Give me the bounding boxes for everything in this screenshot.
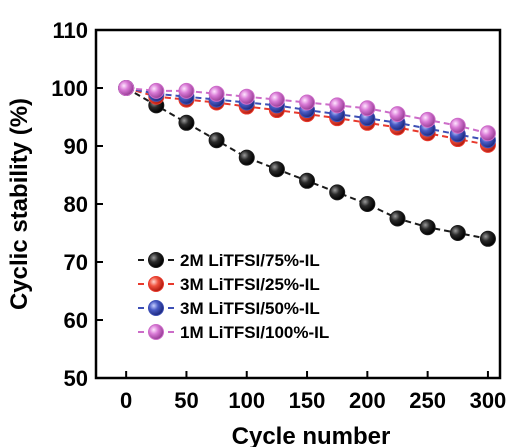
legend-item: 3M LiTFSI/50%-IL xyxy=(138,299,320,318)
data-point xyxy=(238,88,255,105)
x-tick-label: 300 xyxy=(470,388,507,413)
data-point xyxy=(268,91,285,108)
legend: 2M LiTFSI/75%-IL 3M LiTFSI/25%-IL 3M LiTFS… xyxy=(138,251,329,342)
legend-item: 2M LiTFSI/75%-IL xyxy=(138,251,320,270)
data-point xyxy=(389,210,406,227)
legend-marker xyxy=(148,300,164,316)
legend-label: 3M LiTFSI/50%-IL xyxy=(180,299,320,318)
data-point xyxy=(178,82,195,99)
y-tick-label: 50 xyxy=(64,366,88,391)
legend-marker xyxy=(148,324,164,340)
data-point xyxy=(419,111,436,128)
data-point xyxy=(449,117,466,134)
data-point xyxy=(178,114,195,131)
x-tick-label: 150 xyxy=(289,388,326,413)
data-point xyxy=(419,219,436,236)
legend-label: 1M LiTFSI/100%-IL xyxy=(180,323,329,342)
y-tick-label: 110 xyxy=(53,18,89,43)
data-point xyxy=(148,82,165,99)
data-point xyxy=(299,172,316,189)
legend-label: 2M LiTFSI/75%-IL xyxy=(180,251,320,270)
data-point xyxy=(329,97,346,114)
data-point xyxy=(389,106,406,123)
series-layer xyxy=(118,80,496,247)
legend-label: 3M LiTFSI/25%-IL xyxy=(180,275,320,294)
series-1 xyxy=(118,80,496,247)
y-axis-title: Cyclic stability (%) xyxy=(6,98,33,310)
y-tick-label: 60 xyxy=(64,308,88,333)
legend-marker xyxy=(148,276,164,292)
data-point xyxy=(208,85,225,102)
data-point xyxy=(449,225,466,241)
x-tick-label: 250 xyxy=(409,388,446,413)
data-point xyxy=(329,184,346,201)
series-4 xyxy=(118,80,496,142)
x-tick-label: 0 xyxy=(120,388,132,413)
data-point xyxy=(479,125,496,142)
y-tick-label: 70 xyxy=(64,250,88,275)
data-point xyxy=(299,94,316,111)
y-axis-ticks: 50 60 70 80 90 100 110 xyxy=(51,18,103,391)
data-point xyxy=(479,230,496,247)
legend-item: 3M LiTFSI/25%-IL xyxy=(138,275,320,294)
x-tick-label: 100 xyxy=(228,388,265,413)
data-point xyxy=(268,161,285,178)
y-tick-label: 100 xyxy=(51,76,88,101)
legend-marker xyxy=(148,252,164,268)
x-axis-ticks: 0 50 100 150 200 250 300 xyxy=(120,371,506,413)
series-3 xyxy=(118,80,496,149)
x-tick-label: 50 xyxy=(174,388,198,413)
legend-item: 1M LiTFSI/100%-IL xyxy=(138,323,329,342)
data-point xyxy=(359,100,376,117)
y-tick-label: 90 xyxy=(64,134,88,159)
x-axis-title: Cycle number xyxy=(232,423,391,447)
data-point xyxy=(238,149,255,166)
data-point xyxy=(359,196,376,212)
y-tick-label: 80 xyxy=(64,192,88,217)
data-point xyxy=(118,80,135,96)
data-point xyxy=(208,132,225,149)
x-tick-label: 200 xyxy=(349,388,386,413)
